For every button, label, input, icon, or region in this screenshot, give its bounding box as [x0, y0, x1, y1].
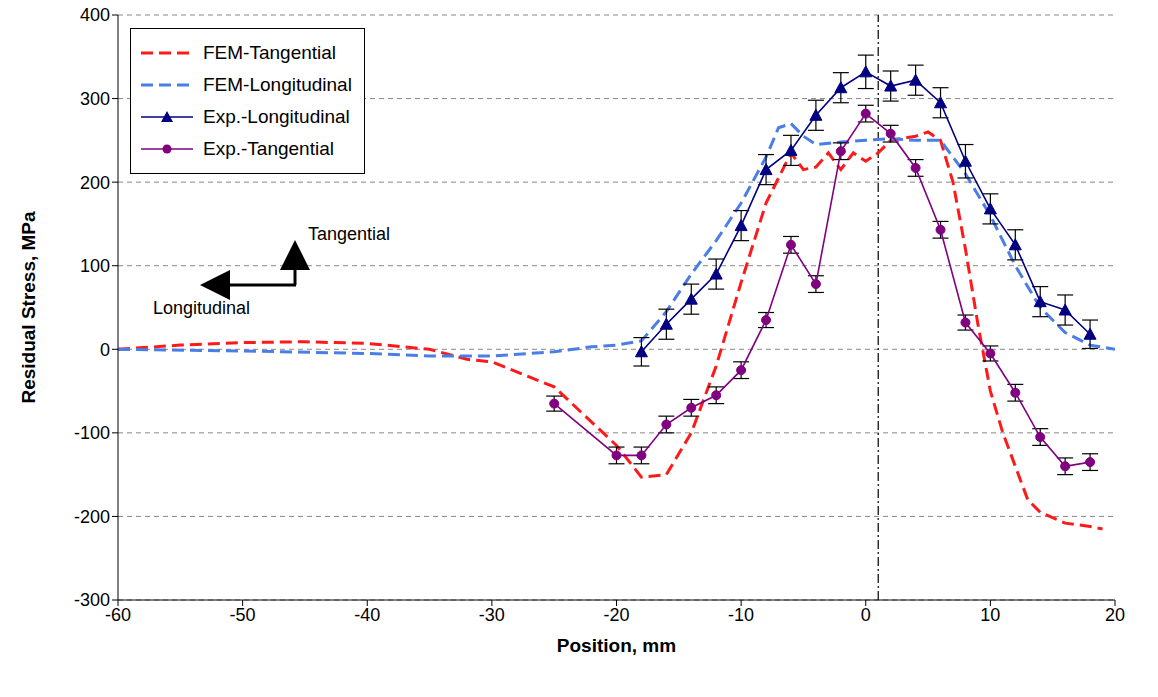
svg-text:-40: -40 [354, 605, 380, 625]
html-text:Exp.-Longitudinal: Exp.-Longitudinal [203, 106, 350, 127]
svg-text:-10: -10 [728, 605, 754, 625]
svg-text:100: 100 [80, 256, 110, 276]
svg-text:-30: -30 [479, 605, 505, 625]
svg-text:-50: -50 [230, 605, 256, 625]
svg-text:Tangential: Tangential [308, 224, 390, 244]
svg-text:0: 0 [861, 605, 871, 625]
svg-text:0: 0 [100, 340, 110, 360]
svg-text:Longitudinal: Longitudinal [153, 298, 250, 318]
svg-text:Position, mm: Position, mm [557, 635, 676, 656]
svg-text:Residual Stress, MPa: Residual Stress, MPa [18, 211, 39, 404]
svg-text:-60: -60 [105, 604, 131, 625]
html-text:Exp.-Tangential: Exp.-Tangential [203, 138, 334, 159]
svg-text:-200: -200 [74, 507, 110, 527]
html-text:FEM-Longitudinal: FEM-Longitudinal [203, 74, 352, 95]
svg-text:-300: -300 [74, 590, 110, 610]
svg-text:20: 20 [1105, 605, 1125, 625]
svg-text:-100: -100 [74, 423, 110, 443]
svg-text:300: 300 [80, 89, 110, 109]
html-text:FEM-Tangential: FEM-Tangential [203, 42, 337, 63]
svg-text:10: 10 [980, 605, 1000, 625]
svg-text:-20: -20 [603, 605, 629, 625]
svg-text:200: 200 [80, 173, 110, 193]
svg-text:400: 400 [80, 5, 110, 25]
